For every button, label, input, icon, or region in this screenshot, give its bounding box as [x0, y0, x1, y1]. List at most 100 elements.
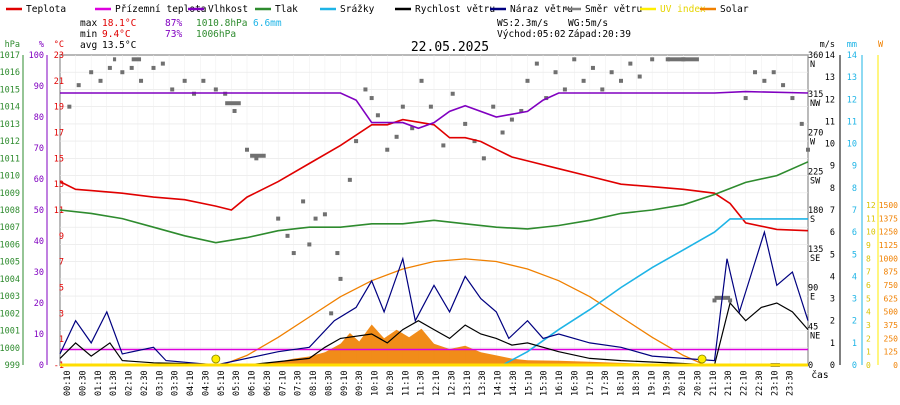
wind-dir-point	[500, 130, 505, 135]
solar-axis-tick: 1500	[879, 201, 898, 210]
wind-speed-axis-tick: 0	[830, 361, 835, 371]
rain-axis-tick: 9	[852, 162, 857, 172]
x-tick-label: 06:10	[248, 370, 258, 396]
wind-dir-point	[600, 87, 605, 92]
x-tick-label: 09:30	[355, 370, 365, 396]
x-tick-label: 21:30	[724, 370, 734, 396]
legend-label: Rychlost větru	[415, 4, 495, 15]
temperature-axis-tick: 13	[54, 180, 64, 190]
wind-speed-axis-tick: 3	[830, 295, 835, 305]
solar-axis-tick: 750	[884, 281, 899, 290]
wind-dir-point	[151, 65, 156, 70]
humidity-axis-tick: 50	[34, 206, 44, 216]
pressure-axis-tick: 1016	[0, 68, 20, 78]
wind-speed-axis-unit: m/s	[820, 40, 835, 50]
wind-dir-point	[139, 78, 144, 83]
humidity-axis-tick: 80	[34, 113, 44, 123]
wind-dir-point	[509, 117, 514, 122]
pressure-axis-tick: 1017	[0, 51, 20, 61]
rain-axis-tick: 1	[852, 339, 857, 349]
wind-dir-run	[131, 57, 142, 62]
pressure-axis-tick: 1012	[0, 137, 20, 147]
rain-axis-tick: 10	[847, 140, 857, 150]
stat-min-temp: 9.4°C	[102, 29, 131, 40]
rain-axis-tick: 8	[852, 184, 857, 194]
uv-marker	[697, 354, 707, 364]
stat-min-press: 1006hPa	[196, 29, 236, 40]
solar-axis-tick: 1125	[879, 241, 898, 250]
solar-axis-tick: 0	[893, 361, 898, 370]
humidity-axis-tick: 30	[34, 268, 44, 278]
plot-area	[59, 57, 810, 367]
temperature-axis-tick: -1	[54, 361, 64, 371]
humidity-axis-tick: 40	[34, 237, 44, 247]
wind-dir-point	[98, 78, 103, 83]
wind-dir-run	[667, 57, 699, 62]
pressure-axis-tick: 1002	[0, 309, 20, 319]
stat-wg: WG:5m/s	[568, 18, 608, 29]
x-tick-label: 22:30	[755, 370, 765, 396]
wind-dir-point	[276, 216, 281, 221]
x-tick-label: 16:30	[570, 370, 580, 396]
x-tick-label: 11:30	[417, 370, 427, 396]
x-tick-label: 15:30	[540, 370, 550, 396]
wind-dir-point	[76, 83, 81, 88]
wind-dir-point	[790, 96, 795, 101]
wind-speed-axis-tick: 1	[830, 339, 835, 349]
x-tick-label: 04:10	[186, 370, 196, 396]
vlhkost-line	[60, 90, 809, 130]
temperature-axis-tick: 23	[54, 51, 64, 61]
wind-dir-point	[553, 70, 558, 75]
wind-dir-point	[89, 70, 94, 75]
wind-dir-tick: 315	[808, 90, 823, 100]
solar-measured-area	[222, 324, 706, 365]
pressure-axis-tick: 1001	[0, 327, 20, 337]
legend: Teplota Přízemní teplota Vlhkost Tlak Srážky…	[6, 4, 749, 15]
pressure-axis-tick: 1011	[0, 154, 20, 164]
pressure-axis-tick: 1006	[0, 240, 20, 250]
wind-dir-label: NW	[810, 99, 821, 109]
wind-dir-point	[354, 139, 359, 144]
x-tick-label: 05:10	[217, 370, 227, 396]
x-tick-label: 21:10	[709, 370, 719, 396]
wind-dir-point	[410, 126, 415, 131]
stat-sunrise: Východ:05:02	[497, 29, 566, 40]
x-tick-label: 14:10	[494, 370, 504, 396]
wind-dir-run	[112, 57, 117, 62]
stats-block: max 18.1°C 87% 1010.8hPa 6.6mm min 9.4°C…	[80, 18, 631, 51]
solar-theoretical-line	[221, 258, 706, 366]
wind-dir-point	[160, 61, 165, 66]
x-tick-label: 02:10	[125, 370, 135, 396]
pressure-axis-tick: 1015	[0, 85, 20, 95]
axes: 1017101610151014101310121011101010091008…	[0, 40, 898, 396]
x-tick-label: 23:30	[786, 370, 796, 396]
uv-axis-tick: 11	[866, 214, 876, 223]
wind-speed-axis-tick: 5	[830, 250, 835, 260]
wind-dir-point	[799, 121, 804, 126]
uv-axis-tick: 2	[866, 334, 871, 343]
stat-max-temp: 18.1°C	[102, 18, 136, 29]
wind-dir-point	[771, 70, 776, 75]
wind-dir-point	[394, 134, 399, 139]
wind-dir-point	[107, 65, 112, 70]
pressure-axis-tick: 1003	[0, 292, 20, 302]
rain-axis-tick: 12	[847, 95, 857, 105]
wind-dir-label: S	[810, 215, 815, 225]
wind-dir-point	[375, 113, 380, 118]
wind-dir-point	[170, 87, 175, 92]
wind-dir-point	[369, 96, 374, 101]
stat-ws: WS:2.3m/s	[497, 18, 548, 29]
x-tick-label: 13:10	[463, 370, 473, 396]
wind-dir-point	[307, 242, 312, 247]
uv-axis-tick: 4	[866, 308, 871, 317]
wind-dir-point	[581, 78, 586, 83]
stat-max-hum: 87%	[165, 18, 182, 29]
legend-label: Teplota	[26, 4, 66, 15]
wind-dir-point	[232, 108, 237, 113]
rain-axis-tick: 5	[852, 250, 857, 260]
legend-label: Srážky	[340, 4, 375, 15]
humidity-axis-tick: 70	[34, 144, 44, 154]
rain-axis-tick: 2	[852, 317, 857, 327]
x-tick-label: 11:10	[401, 370, 411, 396]
wind-dir-point	[322, 212, 327, 217]
